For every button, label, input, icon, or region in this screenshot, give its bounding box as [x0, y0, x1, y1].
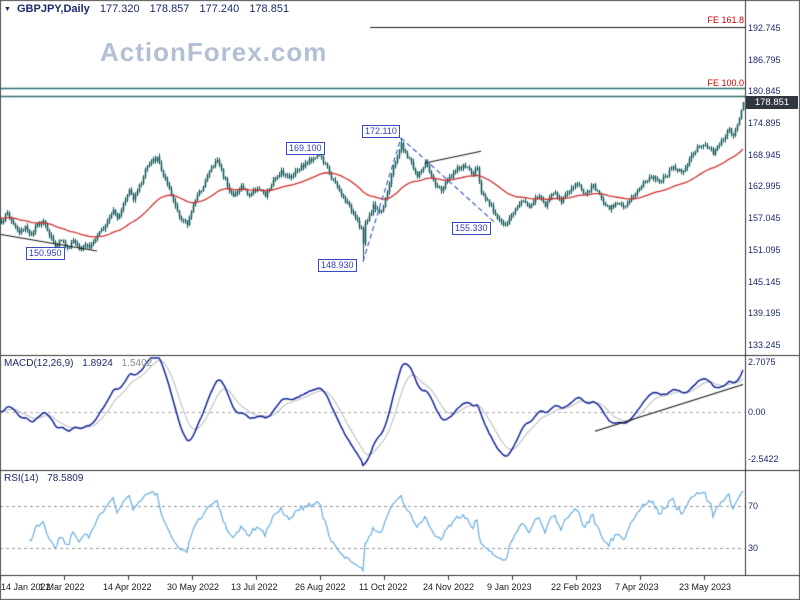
macd-value: 1.8924: [82, 358, 113, 369]
date-label: 30 May 2022: [167, 582, 220, 592]
date-label: 9 Jan 2023: [487, 582, 532, 592]
price-axis-label: 162.995: [748, 181, 781, 192]
quote-close: 178.851: [249, 3, 290, 15]
price-axis-label: 133.245: [748, 339, 781, 350]
price-annotation: 150.950: [26, 247, 65, 260]
price-axis-label: 180.845: [748, 86, 781, 97]
rsi-axis-label: 70: [748, 501, 759, 511]
price-axis-label: 151.095: [748, 244, 781, 255]
price-axis-label: 145.145: [748, 276, 781, 287]
quote-low: 177.240: [199, 3, 240, 15]
rsi-value: 78.5809: [47, 473, 84, 484]
symbol-header: ▼ GBPJPY,Daily 177.320 178.857 177.240 1…: [4, 3, 289, 15]
quote-high: 178.857: [149, 3, 190, 15]
price-axis-label: 192.745: [748, 23, 781, 33]
price-annotation: 148.930: [318, 259, 357, 272]
price-annotation: 169.100: [286, 142, 325, 155]
date-label: 11 Oct 2022: [359, 582, 408, 592]
date-label: 23 May 2023: [679, 582, 732, 592]
quote-open: 177.320: [99, 3, 140, 15]
macd-axis-label: 0.00: [748, 407, 766, 417]
rsi-header: RSI(14) 78.5809: [4, 473, 83, 484]
macd-label: MACD(12,26,9): [4, 358, 74, 369]
price-axis-label: 168.945: [748, 149, 781, 160]
macd-header: MACD(12,26,9) 1.8924 1.5402: [4, 358, 152, 369]
date-label: 13 Jul 2022: [231, 582, 278, 592]
dropdown-triangle-icon[interactable]: ▼: [4, 6, 11, 13]
macd-signal-value: 1.5402: [121, 358, 153, 369]
current-price-badge: 178.851: [746, 96, 798, 109]
date-label: 7 Apr 2023: [615, 582, 659, 592]
date-label: 14 Jan 2022: [1, 582, 51, 592]
date-label: 24 Nov 2022: [423, 582, 475, 592]
date-label: 26 Aug 2022: [295, 582, 346, 592]
date-label: 22 Feb 2023: [551, 582, 602, 592]
macd-axis-label: 2.7075: [748, 357, 776, 368]
price-annotation: 172.110: [362, 125, 400, 138]
price-annotation: 155.330: [452, 222, 491, 235]
watermark: ActionForex.com: [100, 37, 328, 67]
price-axis-label: 174.895: [748, 118, 781, 129]
fib-extension-161-label: FE 161.8: [707, 15, 744, 25]
symbol-name: GBPJPY,Daily: [17, 3, 90, 15]
macd-axis-label: -2.5422: [748, 453, 779, 464]
fib-extension-100-label: FE 100.0: [707, 78, 744, 88]
date-label: 1 Mar 2022: [39, 582, 85, 592]
price-axis-label: 139.195: [748, 308, 781, 319]
price-axis-label: 157.045: [748, 213, 781, 224]
rsi-label: RSI(14): [4, 473, 39, 484]
date-label: 14 Apr 2022: [103, 582, 152, 592]
rsi-axis-label: 30: [748, 543, 759, 553]
price-axis-label: 186.795: [748, 54, 781, 65]
